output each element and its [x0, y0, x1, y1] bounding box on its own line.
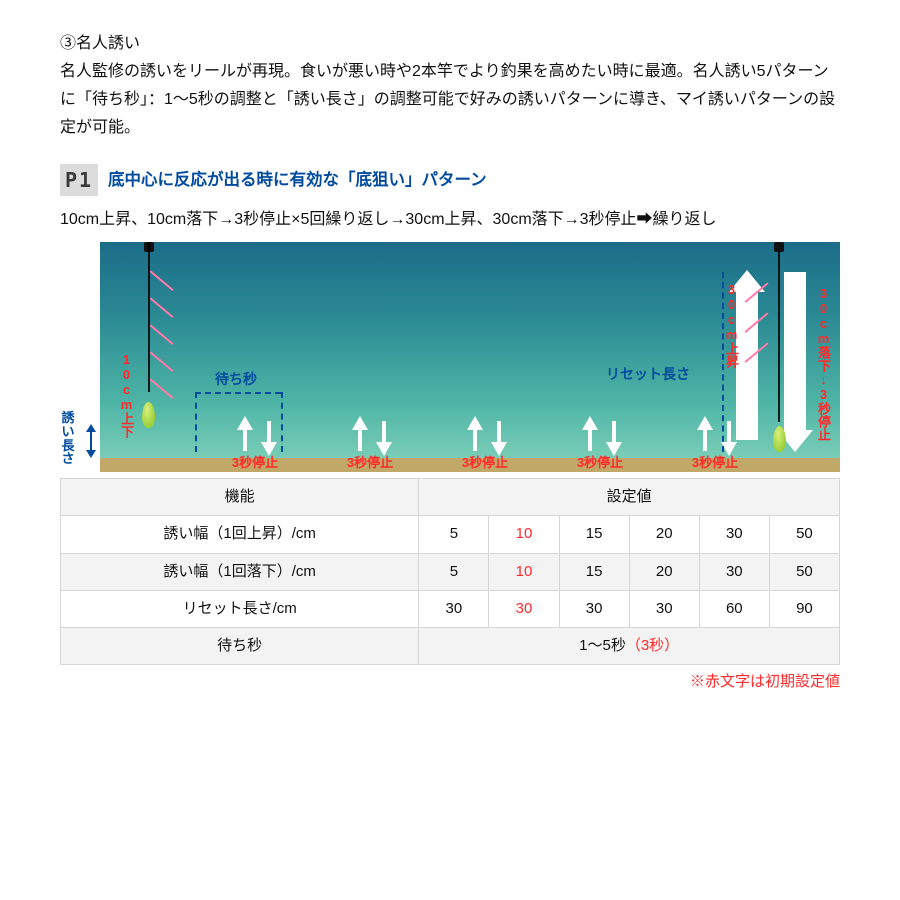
- setting-value: 20: [629, 516, 699, 553]
- setting-value: 20: [629, 553, 699, 590]
- rise-arrow: [736, 290, 758, 440]
- sequence-text: 10cm上昇、10cm落下→3秒停止×5回繰り返し→30cm上昇、30cm落下→…: [60, 206, 840, 234]
- updown-arrow: [695, 416, 739, 456]
- setting-value: 30: [489, 590, 559, 627]
- wait-label: 待ち秒: [215, 367, 257, 392]
- setting-value: 10: [489, 516, 559, 553]
- stop-label: 3秒停止: [692, 452, 738, 475]
- wait-value: 1〜5秒（3秒）: [419, 628, 840, 665]
- ten-cm-label: 10cm上下: [120, 352, 133, 438]
- stop-label: 3秒停止: [347, 452, 393, 475]
- setting-value: 30: [419, 590, 489, 627]
- setting-value: 30: [559, 590, 629, 627]
- pattern-header: P1 底中心に反応が出る時に有効な「底狙い」パターン: [60, 164, 840, 196]
- setting-value: 60: [699, 590, 769, 627]
- fall-arrow: [784, 272, 806, 432]
- row-label: 誘い幅（1回落下）/cm: [61, 553, 419, 590]
- stop-label: 3秒停止: [232, 452, 278, 475]
- p1-badge: P1: [60, 164, 98, 196]
- updown-arrow: [465, 416, 509, 456]
- footnote: ※赤文字は初期設定値: [60, 669, 840, 695]
- setting-value: 5: [419, 516, 489, 553]
- updown-arrow: [580, 416, 624, 456]
- row-label: リセット長さ/cm: [61, 590, 419, 627]
- setting-value: 10: [489, 553, 559, 590]
- dashed-line: [195, 392, 197, 452]
- setting-value: 5: [419, 553, 489, 590]
- rise-label: 30cm上昇: [725, 282, 738, 368]
- fishing-line: [778, 242, 780, 422]
- setting-value: 90: [769, 590, 839, 627]
- intro-title: ③名人誘い: [60, 30, 840, 58]
- row-label: 待ち秒: [61, 628, 419, 665]
- setting-value: 50: [769, 516, 839, 553]
- settings-table: 機能 設定値 誘い幅（1回上昇）/cm51015203050誘い幅（1回落下）/…: [60, 478, 840, 665]
- th-value: 設定値: [419, 479, 840, 516]
- setting-value: 15: [559, 516, 629, 553]
- dashed-line: [195, 392, 281, 394]
- setting-value: 30: [699, 516, 769, 553]
- updown-arrow: [350, 416, 394, 456]
- pattern-diagram: 誘い長さ 10cm上下 待ち秒 3秒停止 3秒停止 3秒停止 3秒停止 3秒停止 リセッ…: [60, 242, 840, 472]
- length-arrow: [82, 424, 96, 458]
- setting-value: 30: [699, 553, 769, 590]
- p1-title: 底中心に反応が出る時に有効な「底狙い」パターン: [108, 166, 487, 195]
- swivel-icon: [774, 242, 784, 252]
- th-function: 機能: [61, 479, 419, 516]
- row-label: 誘い幅（1回上昇）/cm: [61, 516, 419, 553]
- fishing-line: [148, 242, 150, 392]
- setting-value: 30: [629, 590, 699, 627]
- stop-label: 3秒停止: [462, 452, 508, 475]
- intro-body: 名人監修の誘いをリールが再現。食いが悪い時や2本竿でより釣果を高めたい時に最適。…: [60, 58, 840, 142]
- setting-value: 50: [769, 553, 839, 590]
- length-label: 誘い長さ: [60, 411, 76, 466]
- reset-label: リセット長さ: [606, 362, 690, 387]
- fall-label: 30cm落下↓3秒停止: [817, 286, 830, 441]
- setting-value: 15: [559, 553, 629, 590]
- stop-label: 3秒停止: [577, 452, 623, 475]
- dashed-line: [281, 392, 283, 452]
- jig-icon: [773, 426, 786, 452]
- jig-icon: [142, 402, 155, 428]
- updown-arrow: [235, 416, 279, 456]
